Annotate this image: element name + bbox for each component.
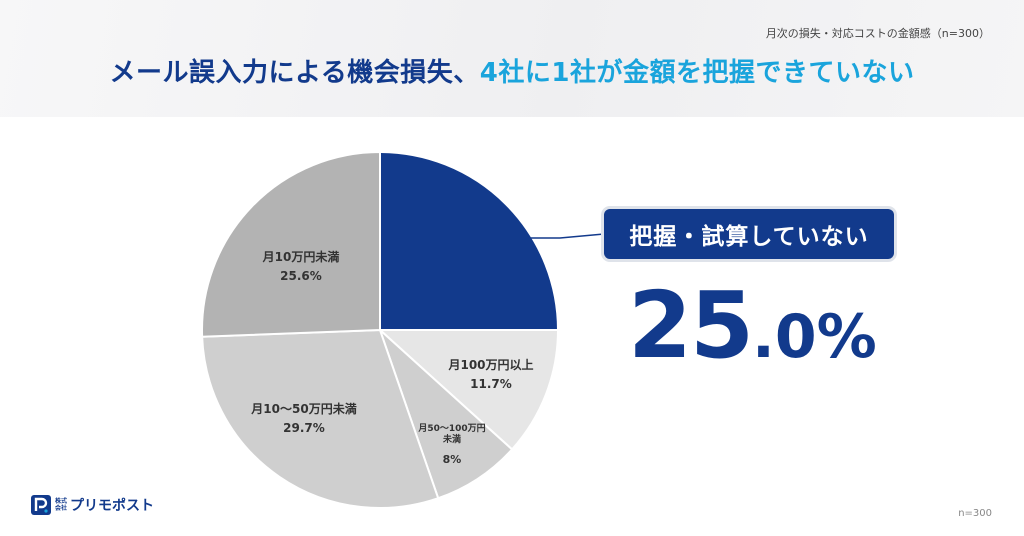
logo-corp-line2: 会社 <box>55 505 68 512</box>
callout-value-decimal: .0 <box>752 302 817 372</box>
company-logo: 株式 会社 プリモポスト <box>30 494 154 516</box>
slice-50-100man <box>379 329 514 500</box>
logo-corp-line1: 株式 <box>55 498 68 505</box>
chart-title: メール誤入力による機会損失、4社に1社が金額を把握できていない <box>0 52 1024 89</box>
slice-label-50-100man: 月50〜100万円 未満 8% <box>404 424 500 468</box>
slice-not-calculated <box>379 150 560 331</box>
slice-under-10man <box>201 150 381 338</box>
slice-value-100man: 11.7% <box>470 376 512 391</box>
sample-size-note: n=300 <box>958 508 992 519</box>
slice-label-10man: 月10万円未満 25.6% <box>246 248 356 285</box>
slice-over-100man <box>377 329 560 451</box>
title-part-1: メール誤入力による機会損失、 <box>109 58 480 88</box>
slice-label-10-50man: 月10〜50万円未満 29.7% <box>238 400 370 437</box>
callout-value: 25.0% <box>628 272 877 379</box>
chart-subtitle: 月次の損失・対応コストの金額感（n=300） <box>765 27 990 40</box>
slice-name-50-100man-line2: 未満 <box>442 435 461 446</box>
slice-value-10-50man: 29.7% <box>283 420 325 435</box>
slice-value-10man: 25.6% <box>280 268 322 283</box>
slice-label-100man: 月100万円以上 11.7% <box>436 356 546 393</box>
header-band <box>0 0 1024 117</box>
slice-10-50man <box>201 328 440 509</box>
logo-corp-text: 株式 会社 <box>55 498 67 512</box>
title-part-2: 4社に1社が金額を把握できていない <box>479 58 915 88</box>
slice-name-10-50man: 月10〜50万円未満 <box>251 402 357 416</box>
logo-name: プリモポスト <box>70 498 155 514</box>
slice-value-50-100man: 8% <box>442 452 462 466</box>
slice-name-100man: 月100万円以上 <box>448 358 534 372</box>
slice-name-10man: 月10万円未満 <box>262 250 340 264</box>
callout-badge: 把握・試算していない <box>604 209 894 259</box>
callout-value-unit: % <box>816 302 877 372</box>
callout-value-int: 25 <box>628 272 754 379</box>
slice-name-50-100man-line1: 月50〜100万円 <box>418 424 486 434</box>
logo-mark-icon <box>31 495 51 515</box>
